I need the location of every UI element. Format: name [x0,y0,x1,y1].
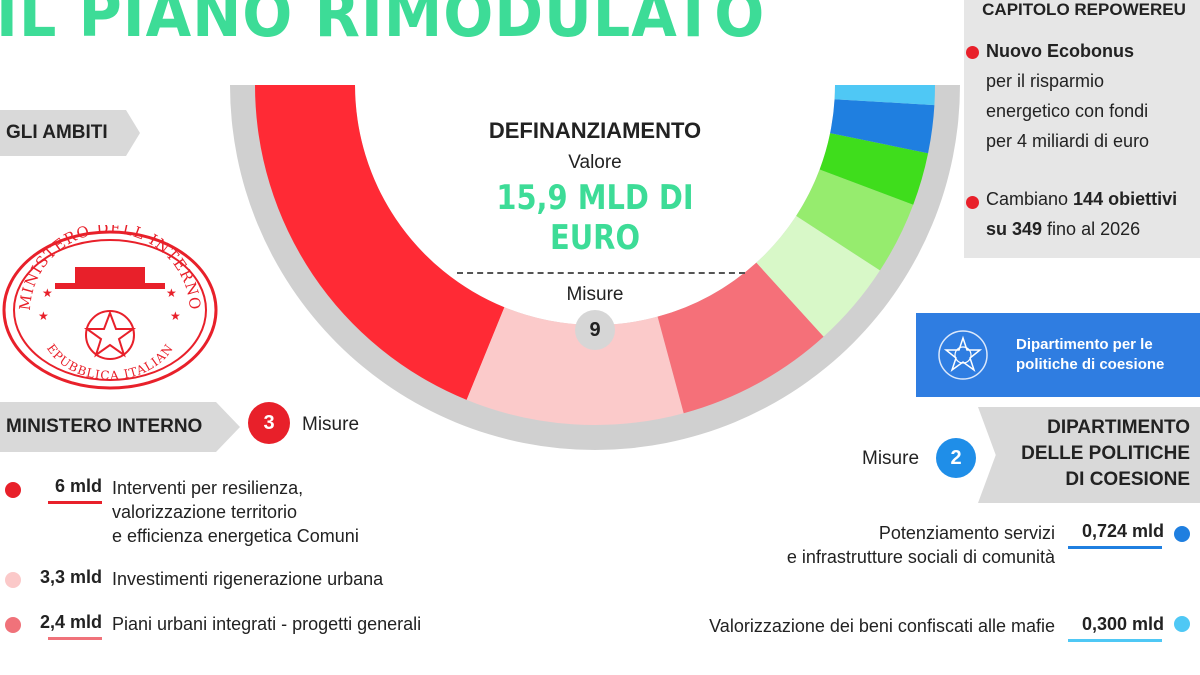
ministero-seal-icon: MINISTERO DELL INTERNO REPUBBLICA ITALIA… [0,225,218,390]
repower-bullet-2-pre: Cambiano [986,189,1074,209]
donut-slice-0 [255,85,505,400]
dipartimento-tag-line-2: DI COESIONE [1065,469,1190,490]
ministero-tag: MINISTERO INTERNO [0,402,240,452]
ministero-item-1-dot [5,572,21,588]
center-misure-badge: 9 [575,310,615,350]
ministero-item-0-amount: 6 mld [54,476,102,496]
dipartimento-item-0-amount: 0,724 mld [1081,521,1164,541]
donut-slice-4 [796,169,914,271]
emblem-icon [938,330,988,380]
donut-slice-3 [756,215,880,337]
repower-box: CAPITOLO REPOWEREU Nuovo Ecobonus per il… [964,0,1200,258]
dipartimento-item-0-desc: Potenziamento servizi e infrastrutture s… [787,521,1055,569]
repower-bullet-1-bold: Nuovo Ecobonus [986,41,1134,61]
center-misure-count: 9 [589,318,601,341]
donut-slice-2 [657,262,824,414]
ministero-item-0-underline [48,501,102,504]
repower-bullet-1-line-2: per 4 miliardi di euro [986,131,1150,151]
donut-slice-5 [819,133,929,205]
dipartimento-tag: DIPARTIMENTO DELLE POLITICHE DI COESIONE [978,407,1200,503]
repower-bullet-2: Cambiano 144 obiettivi su 349 fino al 20… [986,184,1200,244]
center-panel: DEFINANZIAMENTO Valore 15,9 MLD DI EURO … [445,118,745,350]
ministero-item-2-dot [5,617,21,633]
dipartimento-item-1-dot [1174,616,1190,632]
ministero-count-label: Misure [302,414,360,435]
repower-title: CAPITOLO REPOWEREU [982,0,1186,19]
dipartimento-item-1-underline [1068,639,1162,642]
dipartimento-item-0-line-1: e infrastrutture sociali di comunità [786,547,1055,567]
repower-bullet-1-line-0: per il risparmio [986,71,1105,91]
ministero-item-0-line-1: valorizzazione territorio [112,502,298,522]
ministero-item-0-line-0: Interventi per resilienza, [112,478,304,498]
repower-bullet-2-bold-1: 144 obiettivi [1073,189,1178,209]
dipartimento-box: Dipartimento per le politiche di coesion… [916,313,1200,397]
ambiti-tag-label: GLI AMBITI [6,122,108,143]
svg-text:★: ★ [38,309,49,323]
donut-slice-6 [830,99,935,154]
center-misure-label: Misure [566,284,624,305]
page-title: IL PIANO RIMODULATO [0,0,766,52]
ambiti-tag: GLI AMBITI [0,110,140,156]
ministero-item-2-desc: Piani urbani integrati - progetti genera… [112,614,422,634]
repower-bullet-2-post: fino al 2026 [1042,219,1141,239]
dipartimento-box-line-1: Dipartimento per le [1016,336,1153,353]
repower-bullet-1: Nuovo Ecobonus per il risparmio energeti… [986,36,1149,156]
donut-slice-7 [834,85,935,106]
ministero-item-0-desc: Interventi per resilienza, valorizzazion… [112,476,359,548]
center-divider [457,272,745,274]
center-value: 15,9 MLD DI EURO [496,178,694,258]
svg-text:★: ★ [170,309,181,323]
ministero-item-1-amount: 3,3 mld [39,567,102,587]
ministero-item-0-line-2: e efficienza energetica Comuni [112,526,359,546]
dipartimento-item-1-amount: 0,300 mld [1081,614,1164,634]
dipartimento-count: 2 [950,446,962,469]
repower-bullet-2-bold-2: su 349 [986,219,1043,239]
dipartimento-tag-line-1: DELLE POLITICHE [1021,443,1190,464]
dipartimento-tag-line-0: DIPARTIMENTO [1047,417,1190,438]
dipartimento-item-1-desc: Valorizzazione dei beni confiscati alle … [709,616,1055,636]
ministero-item-0-dot [5,482,21,498]
center-heading: DEFINANZIAMENTO [488,118,702,143]
dipartimento-count-badge: 2 [936,438,976,478]
repower-bullet-2-dot [966,196,979,209]
dipartimento-item-0-line-0: Potenziamento servizi [878,523,1055,543]
dipartimento-count-label: Misure [862,448,920,469]
svg-text:★: ★ [166,286,177,300]
ministero-count: 3 [263,411,275,434]
ministero-item-2-underline [48,637,102,640]
ministero-count-badge: 3 [248,402,290,444]
dipartimento-item-0-dot [1174,526,1190,542]
ministero-item-2-amount: 2,4 mld [39,612,102,632]
donut-slice-1 [466,307,684,425]
ministero-tag-label: MINISTERO INTERNO [6,416,203,437]
center-value-label: Valore [568,152,622,173]
repower-bullet-1-dot [966,46,979,59]
dipartimento-box-line-2: politiche di coesione [1016,356,1165,373]
ministero-item-1-desc: Investimenti rigenerazione urbana [112,569,384,589]
dipartimento-box-text: Dipartimento per le politiche di coesion… [1016,335,1164,375]
dipartimento-item-0-underline [1068,546,1162,549]
repower-bullet-1-line-1: energetico con fondi [986,101,1149,121]
svg-text:★: ★ [42,286,53,300]
